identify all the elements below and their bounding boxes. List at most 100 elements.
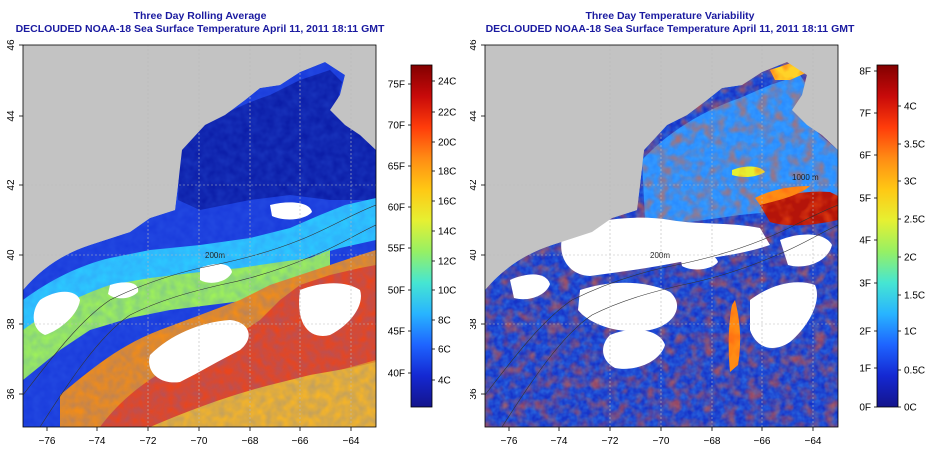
contour-label: 200m (650, 251, 670, 260)
longitude-tick-label: −66 (292, 436, 309, 447)
colorbar-fahrenheit-label: 2F (859, 327, 871, 338)
longitude-tick-label: −72 (602, 436, 619, 447)
longitude-tick-label: −68 (242, 436, 259, 447)
cloud-gap (561, 217, 770, 276)
longitude-tick-label: −70 (191, 436, 208, 447)
colorbar-fahrenheit-label: 1F (859, 364, 871, 375)
colorbar-celsius-label: 0C (904, 403, 917, 414)
latitude-tick-label: 42 (6, 179, 17, 191)
contour-label: 1000 m (792, 173, 819, 182)
colorbar-celsius-label: 4C (438, 376, 451, 387)
latitude-tick-label: 46 (470, 39, 479, 51)
latitude-tick-label: 38 (6, 318, 17, 330)
colorbar-fahrenheit-label: 70F (388, 121, 405, 132)
latitude-tick-label: 40 (470, 249, 479, 261)
contour-1000m (39, 224, 376, 427)
cloud-gap (149, 320, 249, 383)
colorbar-celsius-label: 20C (438, 138, 456, 149)
gridlines (23, 45, 376, 427)
longitude-tick-label: −64 (805, 436, 822, 447)
longitude-axis: −76 −74 −72 −70 −68 −66 −64 (39, 427, 360, 447)
colorbar-celsius-labels: 4C 6C 8C 10C 12C 14C 16C 18C 20C 22C 24C (432, 77, 456, 387)
contour-200m (485, 204, 838, 396)
cloud-gap (780, 234, 832, 267)
colorbar-celsius-label: 16C (438, 197, 456, 208)
latitude-tick-label: 46 (6, 39, 17, 51)
colorbar (876, 64, 899, 408)
colorbar-celsius-label: 3.5C (904, 140, 925, 151)
colorbar-fahrenheit-label: 5F (859, 194, 871, 205)
colorbar-fahrenheit-label: 3F (859, 279, 871, 290)
colorbar-fahrenheit-label: 8F (859, 67, 871, 78)
colorbar-fahrenheit-label: 65F (388, 162, 405, 173)
longitude-tick-label: −68 (704, 436, 721, 447)
colorbar-fahrenheit-label: 45F (388, 327, 405, 338)
sst-variability-figure: 200m 1000 m 36 38 40 42 44 46 −76 −74 −72 −70 −68… (470, 39, 925, 447)
latitude-tick-label: 40 (6, 249, 17, 261)
colorbar-celsius-label: 1C (904, 327, 917, 338)
colorbar-fahrenheit-label: 40F (388, 369, 405, 380)
colorbar-celsius-labels: 0C 0.5C 1C 1.5C 2C 2.5C 3C 3.5C 4C (898, 102, 925, 414)
cloud-gap (108, 282, 139, 299)
colorbar-celsius-label: 12C (438, 257, 456, 268)
map-frame: 200m (23, 45, 376, 427)
longitude-tick-label: −74 (551, 436, 568, 447)
cloud-gap (680, 252, 718, 270)
map-border (22, 44, 377, 428)
sst-average-panel: Three Day Rolling Average DECLOUDED NOAA… (6, 10, 456, 447)
map-subtitle: DECLOUDED NOAA-18 Sea Surface Temperatur… (485, 23, 855, 35)
latitude-tick-label: 42 (470, 179, 479, 191)
colorbar-celsius-label: 22C (438, 108, 456, 119)
colorbar-celsius-label: 14C (438, 227, 456, 238)
colorbar-celsius-label: 2.5C (904, 215, 925, 226)
map-title: Three Day Temperature Variability (585, 10, 755, 22)
longitude-tick-label: −70 (653, 436, 670, 447)
colorbar-celsius-label: 24C (438, 77, 456, 88)
colorbar-fahrenheit-label: 50F (388, 286, 405, 297)
cloud-gap (299, 283, 361, 336)
contour-1000m (501, 224, 838, 427)
contour-label: 200m (205, 251, 225, 260)
map-frame: 200m 1000 m (485, 45, 838, 427)
map-border (484, 44, 839, 428)
latitude-tick-label: 44 (470, 110, 479, 122)
colorbar-celsius-label: 2C (904, 253, 917, 264)
latitude-tick-label: 38 (470, 318, 479, 330)
latitude-tick-label: 36 (470, 388, 479, 400)
contour-200m (23, 204, 376, 396)
colorbar-fahrenheit-label: 7F (859, 109, 871, 120)
sst-variability-panel: Three Day Temperature Variability DECLOU… (470, 0, 945, 475)
cloud-gap (510, 274, 550, 300)
cloud-gap (33, 291, 80, 335)
colorbar-celsius-label: 8C (438, 316, 451, 327)
colorbar-fahrenheit-labels: 0F 1F 2F 3F 4F 5F 6F 7F 8F (859, 67, 877, 414)
longitude-tick-label: −74 (89, 436, 106, 447)
longitude-tick-label: −66 (754, 436, 771, 447)
colorbar-fahrenheit-label: 6F (859, 151, 871, 162)
colorbar-celsius-label: 1.5C (904, 291, 925, 302)
colorbar-fahrenheit-label: 0F (859, 403, 871, 414)
colorbar-celsius-label: 4C (904, 102, 917, 113)
colorbar-celsius-label: 6C (438, 345, 451, 356)
colorbar-fahrenheit-labels: 40F 45F 50F 55F 60F 65F 70F 75F (388, 80, 411, 380)
colorbar-fahrenheit-label: 55F (388, 244, 405, 255)
gridlines (485, 45, 838, 427)
latitude-tick-label: 36 (6, 388, 17, 400)
colorbar-celsius-label: 18C (438, 167, 456, 178)
coastline-land (485, 45, 838, 290)
coastline-land (23, 45, 376, 290)
cloud-gap (270, 202, 312, 220)
colorbar (410, 64, 433, 408)
colorbar-celsius-label: 0.5C (904, 366, 925, 377)
cloud-gap (200, 263, 232, 283)
longitude-tick-label: −72 (140, 436, 157, 447)
colorbar-celsius-label: 3C (904, 177, 917, 188)
latitude-axis: 36 38 40 42 44 46 (6, 39, 23, 400)
map-subtitle: DECLOUDED NOAA-18 Sea Surface Temperatur… (15, 23, 385, 35)
latitude-axis: 36 38 40 42 44 46 (470, 39, 485, 400)
cloud-gap (603, 329, 665, 369)
longitude-tick-label: −64 (343, 436, 360, 447)
cloud-gap (578, 282, 678, 332)
longitude-tick-label: −76 (501, 436, 518, 447)
